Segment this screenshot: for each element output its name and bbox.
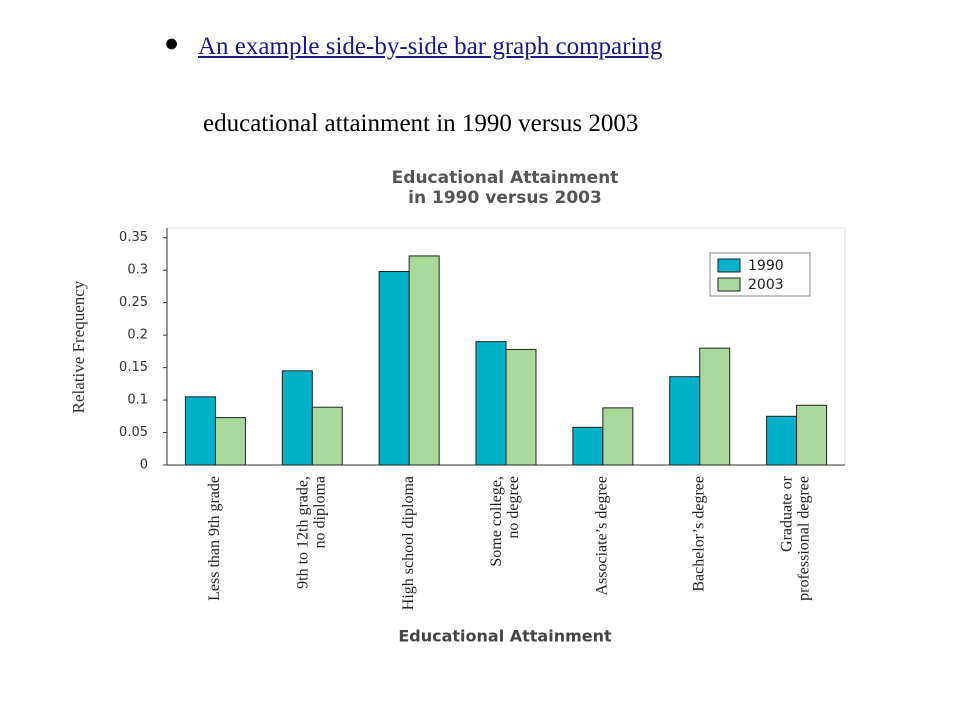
x-tick-label: Less than 9th grade <box>206 476 223 601</box>
y-tick-label: 0 <box>140 458 148 473</box>
subtitle: educational attainment in 1990 versus 20… <box>203 110 639 137</box>
bar <box>184 396 216 466</box>
bullet-dot: ● <box>164 30 180 57</box>
y-axis-label: Relative Frequency <box>69 280 88 413</box>
bar <box>796 404 828 466</box>
chart-title: Educational Attainment <box>392 168 619 188</box>
bullet: ● An example side-by-side bar graph compa… <box>164 30 662 60</box>
bar <box>669 376 701 466</box>
legend-label: 1990 <box>748 258 784 274</box>
x-tick-label: Bachelor’s degree <box>690 476 707 592</box>
y-tick-label: 0.1 <box>127 393 148 408</box>
bar <box>214 417 246 466</box>
bar <box>602 407 634 466</box>
bar <box>766 415 798 466</box>
x-tick-label: no degree <box>505 476 522 539</box>
legend-swatch <box>717 258 741 273</box>
x-tick-label: Associate’s degree <box>594 476 611 596</box>
x-tick-label: 9th to 12th grade, <box>294 476 311 589</box>
x-tick-label: no diploma <box>311 476 328 548</box>
x-tick-label: Graduate or <box>779 475 796 552</box>
y-tick-label: 0.2 <box>127 328 148 343</box>
bar <box>699 347 731 466</box>
chart-title: in 1990 versus 2003 <box>408 188 602 208</box>
bar <box>281 370 313 466</box>
x-axis-label: Educational Attainment <box>398 627 612 646</box>
bullet-text: An example side-by-side bar graph compar… <box>198 33 663 60</box>
x-tick-label: High school diploma <box>400 476 417 610</box>
x-tick-label: professional degree <box>796 476 813 601</box>
bar <box>408 255 440 466</box>
bar <box>505 348 537 466</box>
x-tick-label: Some college, <box>488 476 505 567</box>
bar <box>378 271 410 466</box>
legend-label: 2003 <box>748 277 784 293</box>
y-tick-label: 0.15 <box>119 360 148 375</box>
y-tick-label: 0.35 <box>119 230 148 245</box>
bar <box>311 406 343 466</box>
y-tick-label: 0.25 <box>119 295 148 310</box>
bar <box>475 341 507 466</box>
legend-swatch <box>717 277 741 292</box>
bar <box>572 426 604 466</box>
y-tick-label: 0.05 <box>119 425 148 440</box>
y-tick-label: 0.3 <box>127 263 148 278</box>
